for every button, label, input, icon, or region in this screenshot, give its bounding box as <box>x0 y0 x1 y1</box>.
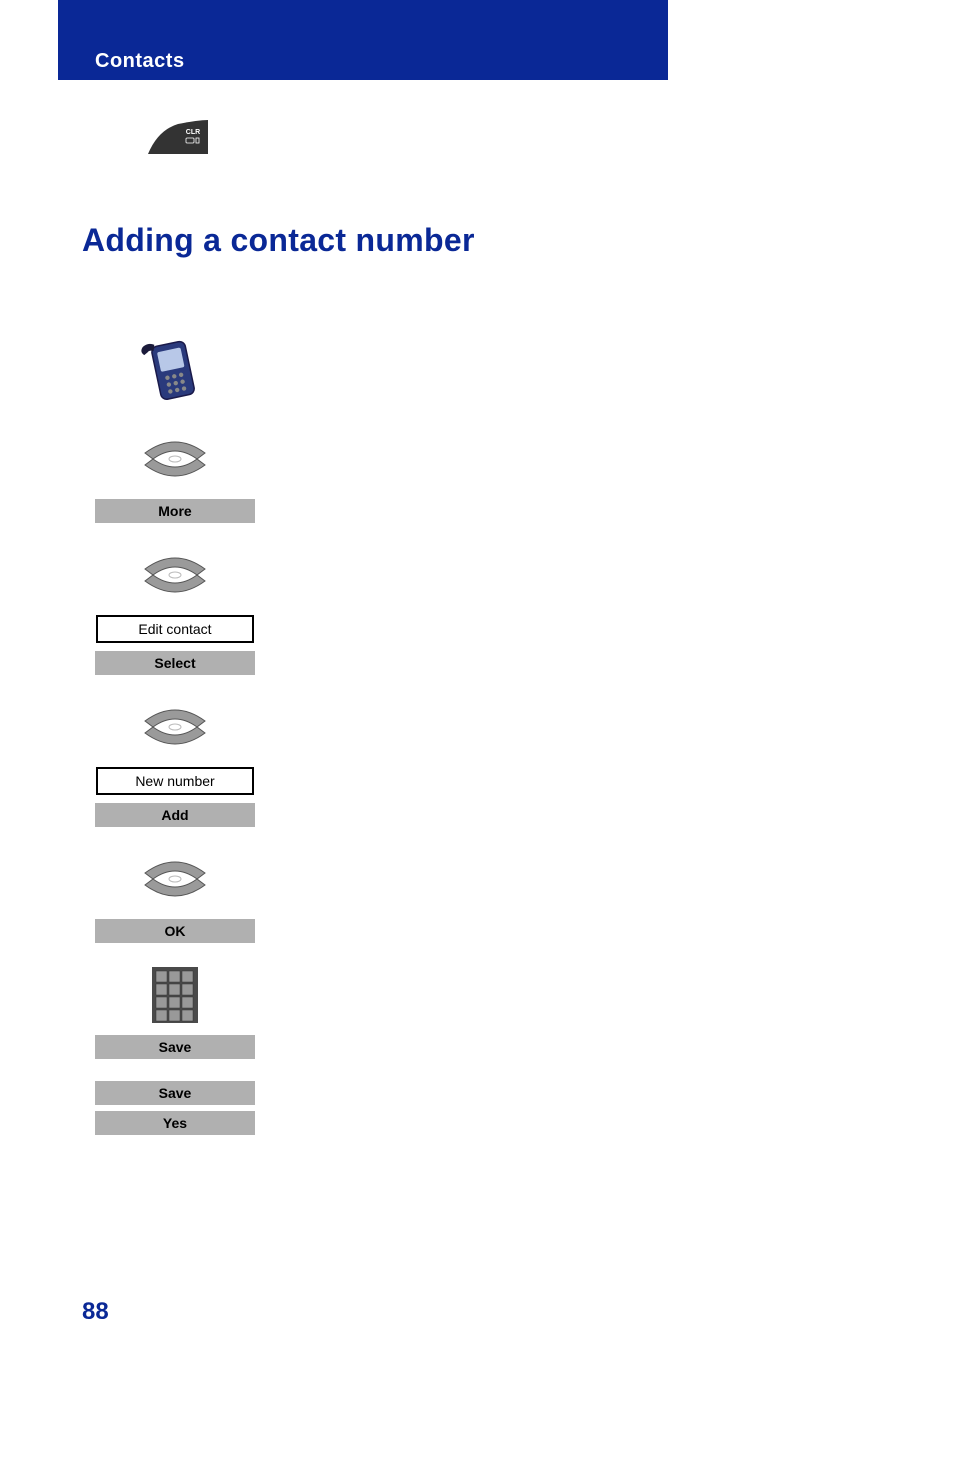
softkey-label: OK <box>165 923 186 939</box>
softkey-select[interactable]: Select <box>95 651 255 675</box>
softkey-yes[interactable]: Yes <box>95 1111 255 1135</box>
section-label: Contacts <box>95 50 185 73</box>
nav-up-down-icon <box>135 545 215 605</box>
nav-up-down-icon <box>135 429 215 489</box>
menu-item-label: Edit contact <box>138 621 211 637</box>
clr-key-icon: CLR <box>148 120 208 154</box>
nav-up-down-icon <box>135 849 215 909</box>
softkey-save[interactable]: Save <box>95 1081 255 1105</box>
nav-up-down-icon <box>135 697 215 757</box>
softkey-label: More <box>158 503 191 519</box>
steps-column: More Edit contact Select New number <box>90 335 260 1157</box>
keypad-icon <box>150 965 200 1025</box>
phone-illustration-icon <box>140 335 210 405</box>
softkey-label: Select <box>154 655 195 671</box>
svg-text:CLR: CLR <box>186 129 200 136</box>
page-title: Adding a contact number <box>82 222 475 259</box>
page-number: 88 <box>82 1298 109 1326</box>
softkey-label: Yes <box>163 1115 187 1131</box>
softkey-label: Add <box>161 807 188 823</box>
page: Contacts CLR Adding a contact number <box>0 0 954 1475</box>
softkey-label: Save <box>159 1039 192 1055</box>
softkey-add[interactable]: Add <box>95 803 255 827</box>
menu-item-edit-contact[interactable]: Edit contact <box>96 615 254 643</box>
menu-item-label: New number <box>135 773 214 789</box>
softkey-label: Save <box>159 1085 192 1101</box>
menu-item-new-number[interactable]: New number <box>96 767 254 795</box>
softkey-more[interactable]: More <box>95 499 255 523</box>
softkey-save[interactable]: Save <box>95 1035 255 1059</box>
softkey-ok[interactable]: OK <box>95 919 255 943</box>
